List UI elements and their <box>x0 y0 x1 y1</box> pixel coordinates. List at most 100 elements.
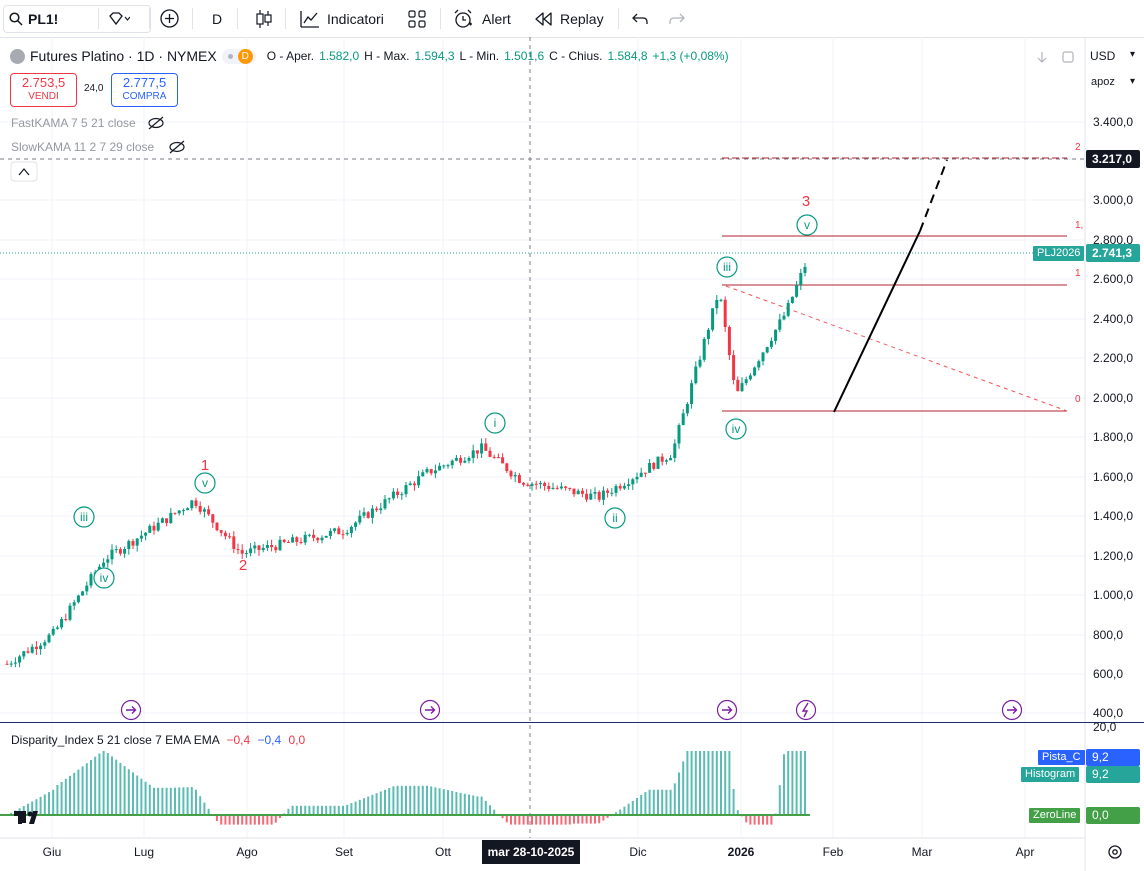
histogram-bar <box>127 769 130 815</box>
time-tick-label: Set <box>335 845 354 859</box>
histogram-bar <box>249 815 252 825</box>
indicators-icon[interactable] <box>300 0 320 37</box>
oscillator-legend[interactable]: Disparity_Index 5 21 close 7 EMA EMA −0,… <box>11 733 305 747</box>
candle-body <box>47 634 51 643</box>
candle-body <box>551 487 555 490</box>
collapse-icon[interactable] <box>10 161 38 182</box>
candle-body <box>509 471 513 477</box>
histogram-bar <box>132 772 134 815</box>
symbol-name[interactable]: PL1! <box>28 10 59 27</box>
histogram-bar <box>409 785 412 815</box>
wave-circle[interactable] <box>716 256 738 278</box>
candle-body <box>169 512 173 524</box>
buy-button[interactable]: 2.777,5 COMPRA <box>111 73 178 107</box>
histogram-bar <box>165 787 168 815</box>
candle-body <box>526 484 530 486</box>
replay-button[interactable]: Replay <box>560 10 604 27</box>
oscillator-value-2: −0,4 <box>257 733 282 747</box>
market-status[interactable]: D <box>221 48 256 64</box>
histogram-bar <box>245 815 248 825</box>
arrow-down-icon[interactable] <box>1037 52 1047 63</box>
time-scale[interactable]: Giu Lug Ago Set Ott Dic 2026 Feb Mar Apr <box>43 845 1035 859</box>
alert-button[interactable]: Alert <box>482 10 511 27</box>
scale-mode-select[interactable]: apoz ▾ <box>1091 76 1135 88</box>
divider <box>440 8 441 29</box>
settings-gear-icon[interactable] <box>1108 845 1122 859</box>
favorite-diamond-icon[interactable] <box>108 0 130 37</box>
histogram-bar <box>274 815 277 823</box>
histogram-bar <box>480 796 483 815</box>
candle-body <box>408 483 412 486</box>
dividend-event-icon[interactable] <box>120 699 142 721</box>
candle-body <box>320 537 324 541</box>
redo-icon[interactable] <box>669 0 685 37</box>
eye-off-icon[interactable] <box>169 140 185 154</box>
compare-add-icon[interactable] <box>160 0 179 37</box>
candle-body <box>265 545 269 548</box>
wave-circle[interactable] <box>484 412 506 434</box>
fib-trend-line[interactable] <box>725 285 1068 412</box>
histogram-bar <box>686 751 689 815</box>
candle-body <box>429 469 433 474</box>
indicator-fastkama[interactable]: FastKAMA 7 5 21 close <box>11 116 136 130</box>
crosshair-price-label: 3.217,0 <box>1086 150 1140 168</box>
interval-button[interactable]: D <box>212 10 223 27</box>
price-chart[interactable]: 2 1, 1 0 iii iv v 1 2 i ii iii iv v 3 <box>0 37 1144 871</box>
candle-body <box>324 535 328 538</box>
eye-off-icon[interactable] <box>148 116 164 130</box>
candle-body <box>198 505 202 512</box>
wave-circle[interactable] <box>725 418 747 440</box>
undo-icon[interactable] <box>632 0 648 37</box>
dividend-event-icon[interactable] <box>419 699 441 721</box>
dividend-event-icon[interactable] <box>716 699 738 721</box>
candle-body <box>358 515 362 523</box>
time-tick-label: Giu <box>43 845 62 859</box>
replay-rewind-icon[interactable] <box>535 0 553 37</box>
currency-select[interactable]: USD ▾ <box>1090 49 1135 63</box>
wave-3: 3 <box>802 193 810 210</box>
alarm-clock-icon[interactable] <box>453 0 473 37</box>
price-tick-label: 1.200,0 <box>1093 549 1133 563</box>
lightning-event-icon[interactable] <box>795 699 817 721</box>
wave-circle[interactable] <box>194 472 216 494</box>
sell-button[interactable]: 2.753,5 VENDI <box>10 73 77 107</box>
projection-line[interactable] <box>833 230 921 413</box>
candle-body <box>299 541 303 543</box>
histogram-bar <box>652 789 655 815</box>
chart-title[interactable]: Futures Platino · 1D · NYMEX <box>30 48 217 64</box>
wave-circle[interactable] <box>73 506 95 528</box>
wave-circle[interactable] <box>796 214 818 236</box>
candle-body <box>492 456 496 458</box>
fib-label-0: 0 <box>1075 394 1081 405</box>
histogram-bar <box>472 795 475 815</box>
wave-circle[interactable] <box>93 567 115 589</box>
histogram-bar <box>703 751 706 815</box>
wave-circle[interactable] <box>604 507 626 529</box>
price-tick-label: 2.800,0 <box>1093 233 1133 247</box>
histogram-tag: Histogram <box>1021 767 1080 782</box>
candle-body <box>102 562 106 567</box>
symbol-search[interactable] <box>3 5 151 33</box>
candle-body <box>43 642 47 646</box>
histogram-bar <box>102 751 105 815</box>
layout-grid-icon[interactable] <box>408 0 426 37</box>
indicators-button[interactable]: Indicatori <box>327 10 384 27</box>
projection-dashed-line[interactable] <box>919 159 948 232</box>
dividend-event-icon[interactable] <box>1001 699 1023 721</box>
candle-body <box>656 456 660 469</box>
event-markers <box>120 699 1023 721</box>
histogram-bar <box>199 796 202 815</box>
histogram-bar <box>111 756 113 815</box>
candle-body <box>782 315 786 320</box>
indicator-slowkama[interactable]: SlowKAMA 11 2 7 29 close <box>11 140 155 154</box>
candle-body <box>585 493 589 500</box>
wave-labels: iii iv v 1 2 i ii iii iv v 3 <box>73 193 818 589</box>
price-scale[interactable]: 3.400,0 3.000,0 2.800,0 2.600,0 2.400,0 2.200… <box>1093 115 1133 720</box>
histogram-bar <box>174 787 176 815</box>
pista-value: 9,2 <box>1086 749 1140 766</box>
candle-body <box>610 492 614 494</box>
candle-body <box>618 486 622 489</box>
candles-icon[interactable] <box>255 0 273 37</box>
maximize-icon[interactable] <box>1062 51 1074 63</box>
crosshair-date-label: mar 28-10-2025 <box>482 840 580 864</box>
